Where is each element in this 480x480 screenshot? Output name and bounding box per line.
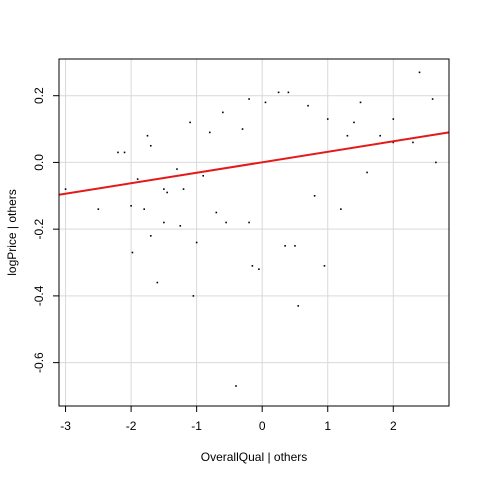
- data-point: [130, 205, 132, 207]
- y-tick-label: -0.2: [32, 219, 46, 240]
- plot-frame: [58, 58, 450, 407]
- data-point: [258, 268, 260, 271]
- data-point: [189, 121, 191, 124]
- data-point: [149, 144, 152, 147]
- data-point: [136, 178, 139, 180]
- data-point: [307, 104, 309, 107]
- x-tick-label: -2: [126, 419, 137, 433]
- data-point: [340, 208, 342, 210]
- data-point: [346, 134, 349, 137]
- data-point: [146, 134, 149, 137]
- data-point: [235, 385, 237, 387]
- y-tick-label: -0.6: [32, 352, 46, 373]
- data-point: [143, 208, 146, 210]
- data-point: [117, 151, 119, 154]
- data-point: [431, 98, 434, 100]
- y-tick-label: -0.4: [32, 285, 46, 306]
- data-point: [182, 188, 185, 190]
- data-point: [208, 131, 211, 134]
- y-axis-title: logPrice | others: [5, 189, 19, 276]
- x-tick-label: -1: [191, 419, 202, 433]
- data-point: [248, 98, 250, 100]
- data-point: [287, 91, 290, 94]
- data-point: [392, 118, 395, 120]
- data-point: [241, 128, 244, 130]
- regression-line: [58, 131, 450, 196]
- data-point: [149, 235, 152, 237]
- x-tick-label: 2: [390, 419, 397, 433]
- data-point: [323, 265, 326, 267]
- data-point: [225, 221, 227, 224]
- data-point: [192, 295, 195, 297]
- data-point: [123, 151, 126, 154]
- data-point: [166, 191, 168, 194]
- data-point: [64, 188, 67, 190]
- data-point: [284, 245, 286, 247]
- data-point: [359, 101, 362, 104]
- data-point: [202, 174, 205, 177]
- data-point: [392, 141, 395, 144]
- data-point: [264, 101, 267, 104]
- data-point: [353, 121, 355, 124]
- data-point: [379, 134, 381, 137]
- data-point: [412, 141, 414, 144]
- data-point: [195, 241, 198, 244]
- y-tick-label: 0.0: [32, 154, 46, 171]
- data-point: [156, 281, 159, 284]
- x-axis: -3 -2 -1 0 1 2: [60, 406, 397, 433]
- data-point: [366, 171, 368, 174]
- data-point: [176, 168, 178, 170]
- data-point: [418, 71, 421, 74]
- data-point: [277, 91, 280, 94]
- data-point: [294, 245, 296, 247]
- data-point: [179, 225, 182, 227]
- data-point: [435, 161, 437, 164]
- x-tick-label: -3: [60, 419, 71, 433]
- data-point: [215, 211, 218, 214]
- x-axis-title: OverallQual | others: [201, 450, 308, 464]
- data-point: [297, 305, 300, 307]
- data-point: [163, 221, 165, 224]
- y-axis: -0.6 -0.4 -0.2 0.0 0.2: [32, 87, 59, 373]
- data-point: [131, 251, 134, 254]
- data-point: [248, 221, 250, 224]
- data-point: [222, 111, 224, 114]
- data-point: [251, 265, 254, 267]
- x-tick-label: 0: [259, 419, 266, 433]
- scatter-points: [64, 71, 437, 387]
- x-tick-label: 1: [324, 419, 331, 433]
- data-point: [326, 118, 329, 120]
- data-point: [97, 208, 100, 210]
- y-tick-label: 0.2: [32, 87, 46, 104]
- grid: [59, 59, 449, 406]
- data-point: [313, 194, 316, 197]
- data-point: [163, 188, 165, 190]
